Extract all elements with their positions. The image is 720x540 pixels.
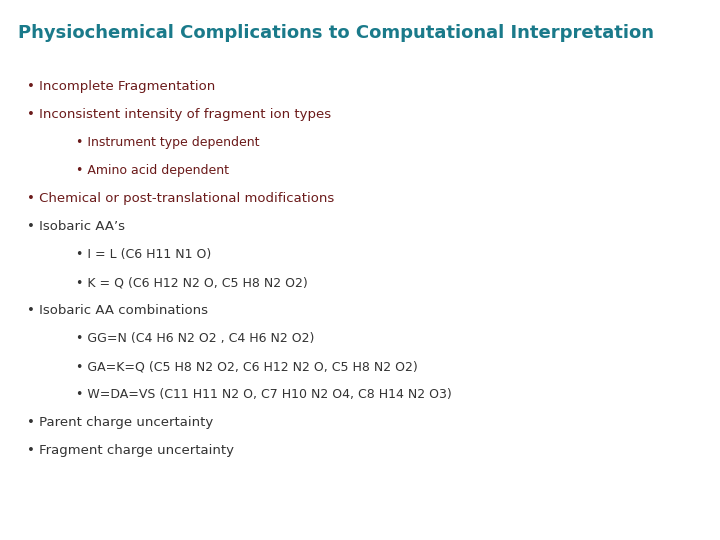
Text: • Incomplete Fragmentation: • Incomplete Fragmentation (27, 80, 215, 93)
Bar (16, 525, 24, 537)
Text: • Parent charge uncertainty: • Parent charge uncertainty (27, 416, 214, 429)
Text: • Isobaric AA’s: • Isobaric AA’s (27, 220, 125, 233)
Text: • GA=K=Q (C5 H8 N2 O2, C6 H12 N2 O, C5 H8 N2 O2): • GA=K=Q (C5 H8 N2 O2, C6 H12 N2 O, C5 H… (76, 360, 418, 373)
Text: • K = Q (C6 H12 N2 O, C5 H8 N2 O2): • K = Q (C6 H12 N2 O, C5 H8 N2 O2) (76, 276, 307, 289)
Text: • W=DA=VS (C11 H11 N2 O, C7 H10 N2 O4, C8 H14 N2 O3): • W=DA=VS (C11 H11 N2 O, C7 H10 N2 O4, C… (76, 388, 451, 401)
Text: • Amino acid dependent: • Amino acid dependent (76, 164, 229, 177)
Text: INSTITUTE: INSTITUTE (40, 529, 72, 534)
Text: Physiochemical Complications to Computational Interpretation: Physiochemical Complications to Computat… (18, 24, 654, 42)
Bar (5, 512, 14, 524)
Text: • Fragment charge uncertainty: • Fragment charge uncertainty (27, 444, 235, 457)
Text: BROAD: BROAD (40, 510, 78, 520)
Text: • GG=N (C4 H6 N2 O2 , C4 H6 N2 O2): • GG=N (C4 H6 N2 O2 , C4 H6 N2 O2) (76, 332, 314, 345)
Text: • Chemical or post-translational modifications: • Chemical or post-translational modific… (27, 192, 335, 205)
Text: • Inconsistent intensity of fragment ion types: • Inconsistent intensity of fragment ion… (27, 108, 331, 121)
Text: • Instrument type dependent: • Instrument type dependent (76, 136, 259, 149)
Bar (27, 512, 35, 524)
Bar (5, 500, 14, 511)
Bar (5, 525, 14, 537)
Bar (27, 525, 35, 537)
Bar (16, 500, 24, 511)
Bar (16, 512, 24, 524)
Bar (27, 500, 35, 511)
Text: • I = L (C6 H11 N1 O): • I = L (C6 H11 N1 O) (76, 248, 211, 261)
Text: • Isobaric AA combinations: • Isobaric AA combinations (27, 304, 208, 317)
Text: 24: 24 (680, 512, 702, 527)
